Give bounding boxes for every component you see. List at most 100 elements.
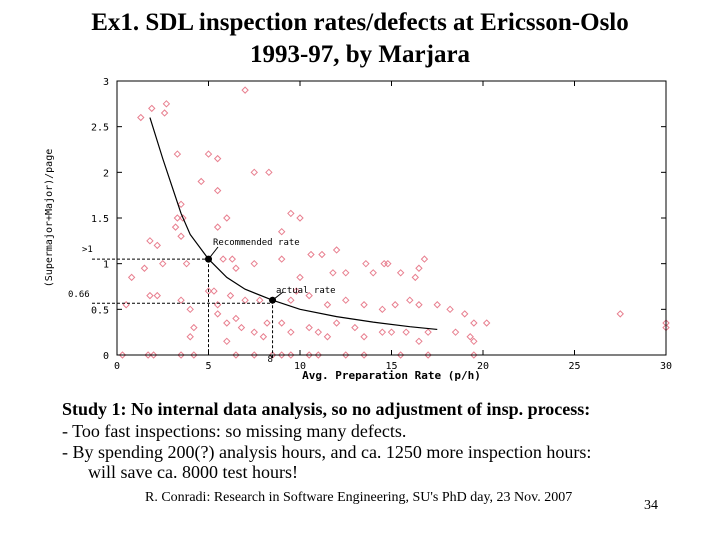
data-point — [160, 109, 169, 117]
data-point — [232, 351, 240, 359]
data-point — [213, 223, 222, 231]
x-tick-label: 5 — [205, 361, 211, 372]
data-point — [396, 351, 405, 359]
recommended-rate-label: Recommended rate — [213, 238, 300, 248]
data-point — [213, 186, 222, 195]
x-tick-label: 10 — [294, 361, 306, 372]
data-point — [360, 333, 368, 341]
data-point — [296, 273, 304, 282]
data-point — [384, 259, 392, 268]
data-point — [296, 214, 304, 222]
slide-title-line2: 1993-97, by Marjara — [249, 41, 471, 68]
data-point — [424, 351, 432, 359]
data-point — [190, 351, 198, 359]
data-point — [342, 269, 350, 277]
data-point — [223, 337, 231, 346]
data-point — [287, 351, 295, 359]
y-tick-label: 2.5 — [91, 123, 109, 134]
data-point — [146, 291, 154, 300]
data-point — [466, 333, 474, 341]
footer-citation: R. Conradi: Research in Software Enginee… — [145, 490, 573, 505]
data-point — [470, 319, 478, 327]
x-tick-label: 15 — [385, 361, 397, 372]
y-tick-label: 0.5 — [91, 305, 109, 316]
axis-ticks: 0 5 10 15 20 25 30 0 0.5 1 1.5 2 2.5 3 — [91, 77, 672, 372]
data-point — [228, 255, 236, 263]
scatter-chart: 0 5 10 15 20 25 30 0 0.5 1 1.5 2 2.5 3 Avg. Preparati… — [44, 77, 672, 382]
data-point — [204, 287, 213, 295]
x-tick-label: 30 — [660, 361, 672, 372]
data-point — [287, 328, 295, 336]
x-tick-label: 25 — [568, 361, 580, 372]
data-point — [470, 337, 478, 346]
data-point — [177, 351, 185, 359]
data-point — [186, 333, 194, 341]
data-point — [177, 200, 185, 209]
data-point — [149, 351, 158, 359]
data-point — [360, 301, 368, 309]
x-ref-actual-label: 8 — [268, 355, 273, 365]
data-point — [277, 255, 286, 263]
data-point — [213, 310, 222, 318]
data-point — [186, 305, 194, 314]
x-axis-label: Avg. Preparation Rate (p/h) — [302, 369, 481, 382]
x-tick-label: 20 — [477, 361, 489, 372]
x-tick-label: 0 — [114, 361, 120, 372]
y-tick-label: 3 — [103, 77, 109, 88]
data-point — [378, 328, 387, 336]
recommended-point — [205, 255, 212, 263]
data-point — [387, 328, 396, 336]
data-point — [415, 301, 423, 309]
y-axis-label: (Supermajor+Major)/page — [44, 149, 55, 287]
data-point — [140, 264, 149, 272]
data-point — [146, 237, 154, 245]
data-point — [470, 351, 478, 359]
data-point — [173, 214, 182, 222]
data-point — [433, 301, 441, 309]
actual-point — [269, 296, 277, 304]
data-point — [277, 351, 286, 359]
data-point — [446, 305, 454, 314]
data-point — [250, 351, 258, 359]
data-point — [378, 305, 387, 314]
data-point — [232, 264, 240, 272]
actual-rate-label: actual rate — [276, 286, 336, 296]
fit-curve — [149, 117, 438, 331]
data-point — [173, 150, 182, 158]
data-point — [237, 323, 246, 332]
data-point — [277, 319, 286, 327]
data-point — [197, 177, 205, 186]
data-point — [223, 214, 231, 222]
bullet-test-hours: will save ca. 8000 test hours! — [88, 462, 298, 482]
bullet-fast-inspections: - Too fast inspections: so missing many … — [62, 421, 407, 441]
data-point — [171, 223, 180, 231]
data-point — [153, 241, 161, 250]
data-point — [318, 250, 326, 259]
bullet-analysis-hours: - By spending 200(?) analysis hours, and… — [62, 442, 592, 462]
data-point — [153, 291, 161, 300]
data-point — [250, 259, 258, 268]
data-point — [391, 301, 399, 309]
data-point — [263, 319, 271, 327]
data-point — [226, 291, 235, 300]
data-point — [259, 333, 268, 341]
data-point — [305, 323, 313, 332]
data-point — [332, 246, 341, 254]
data-point — [305, 351, 313, 359]
data-point — [162, 100, 171, 108]
plot-frame — [116, 80, 667, 356]
y-ref-actual-label: 0.66 — [68, 290, 90, 300]
data-point — [177, 296, 185, 304]
data-point — [369, 269, 377, 277]
data-point — [241, 296, 249, 304]
data-point — [460, 310, 469, 318]
data-point — [362, 259, 370, 268]
data-point — [332, 319, 341, 327]
data-point — [616, 310, 624, 318]
data-point — [265, 168, 273, 177]
data-point — [210, 287, 218, 295]
study-heading: Study 1: No internal data analysis, so n… — [62, 399, 591, 419]
data-point — [219, 255, 227, 263]
data-point — [342, 296, 350, 304]
data-point — [287, 209, 295, 218]
